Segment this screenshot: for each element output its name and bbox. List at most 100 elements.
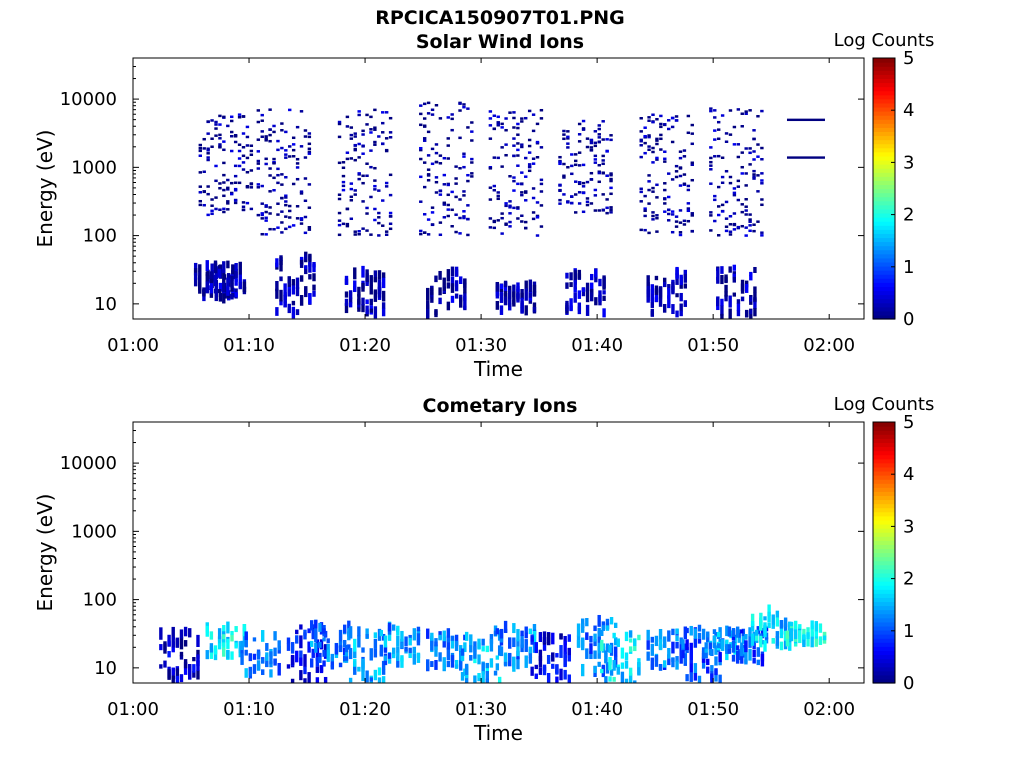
heatmap-cell — [256, 183, 261, 186]
heatmap-cell — [559, 633, 563, 639]
heatmap-cell — [295, 309, 300, 316]
heatmap-cell — [593, 188, 598, 192]
heatmap-cell — [667, 284, 671, 290]
heatmap-cell — [309, 640, 314, 647]
colorbar-segment — [873, 298, 895, 304]
colorbar-segment — [873, 257, 895, 263]
colorbar-segment — [873, 265, 895, 271]
heatmap-cell — [646, 651, 650, 661]
heatmap-cell — [728, 223, 733, 226]
heatmap-cell — [500, 165, 504, 168]
heatmap-cell — [577, 269, 582, 279]
heatmap-cell — [353, 147, 357, 151]
heatmap-cell — [659, 137, 663, 141]
heatmap-cell — [810, 637, 814, 648]
heatmap-cell — [446, 157, 450, 160]
heatmap-cell — [647, 174, 651, 177]
heatmap-cell — [496, 197, 500, 201]
heatmap-cell — [581, 185, 586, 188]
heatmap-cell — [570, 195, 574, 198]
heatmap-cell — [373, 648, 378, 658]
colorbar-segment — [873, 552, 895, 558]
heatmap-cell — [671, 628, 675, 636]
colorbar-segment — [873, 253, 895, 259]
heatmap-cell — [237, 181, 242, 185]
heatmap-cell — [342, 639, 347, 648]
heatmap-cell — [248, 653, 253, 662]
heatmap-cell — [307, 147, 312, 151]
colorbar-segment — [873, 507, 895, 513]
heatmap-cell — [732, 143, 737, 146]
colorbar-segment — [873, 90, 895, 96]
heatmap-cell — [675, 628, 679, 635]
colorbar-tick-label: 0 — [903, 309, 914, 330]
heatmap-cell — [349, 187, 354, 191]
heatmap-cell — [291, 224, 296, 227]
heatmap-cell — [459, 660, 463, 671]
heatmap-cell — [748, 151, 752, 155]
heatmap-cell — [450, 655, 455, 668]
heatmap-cell — [268, 139, 272, 143]
heatmap-cell — [419, 112, 423, 116]
heatmap-cell — [330, 653, 335, 662]
heatmap-cell — [248, 666, 253, 671]
heatmap-cell — [213, 288, 218, 294]
heatmap-cell — [520, 182, 524, 186]
colorbar-segment — [873, 278, 895, 283]
heatmap-cell — [353, 280, 357, 293]
heatmap-cell — [678, 167, 683, 170]
heatmap-cell — [608, 676, 612, 682]
heatmap-cell — [353, 158, 357, 162]
heatmap-cell — [724, 284, 728, 293]
colorbar-tick-label: 1 — [903, 257, 914, 278]
heatmap-cell — [563, 654, 567, 668]
heatmap-cell — [377, 628, 382, 641]
heatmap-cell — [446, 144, 450, 147]
heatmap-cell — [559, 645, 563, 658]
heatmap-cell — [222, 148, 226, 152]
heatmap-cell — [659, 114, 663, 118]
heatmap-cell — [450, 295, 455, 303]
heatmap-cell — [241, 161, 246, 164]
heatmap-cell — [708, 642, 713, 651]
heatmap-cell — [295, 287, 300, 297]
heatmap-cell — [230, 181, 234, 185]
heatmap-cell — [760, 627, 765, 639]
heatmap-cell — [493, 630, 498, 636]
heatmap-cell — [818, 623, 823, 633]
heatmap-cell — [524, 220, 528, 224]
colorbar-segment — [873, 581, 895, 586]
heatmap-cell — [381, 142, 385, 146]
heatmap-cell — [291, 279, 296, 286]
heatmap-cell — [628, 646, 633, 652]
heatmap-cell — [377, 135, 381, 138]
heatmap-cell — [175, 668, 180, 680]
heatmap-cell — [720, 203, 725, 207]
heatmap-cell — [198, 264, 202, 272]
heatmap-cell — [348, 297, 353, 304]
heatmap-cell — [740, 125, 744, 128]
heatmap-cell — [605, 150, 609, 153]
x-tick-label: 01:10 — [223, 699, 275, 720]
heatmap-cell — [264, 210, 268, 214]
heatmap-cell — [222, 188, 226, 192]
heatmap-cell — [454, 293, 459, 299]
heatmap-cell — [275, 288, 279, 299]
heatmap-cell — [520, 292, 524, 300]
heatmap-cell — [430, 632, 434, 641]
heatmap-cell — [454, 664, 459, 669]
heatmap-cell — [268, 227, 272, 231]
heatmap-cell — [655, 158, 659, 161]
colorbar-segment — [873, 646, 895, 651]
heatmap-cell — [276, 181, 280, 185]
heatmap-cell — [303, 231, 308, 235]
heatmap-cell — [422, 125, 427, 128]
heatmap-cell — [438, 193, 443, 196]
heatmap-cell — [226, 186, 230, 190]
colorbar-segment — [873, 523, 895, 529]
heatmap-cell — [563, 641, 567, 655]
heatmap-cell — [748, 229, 752, 233]
heatmap-cell — [581, 128, 586, 131]
heatmap-cell — [558, 160, 562, 164]
